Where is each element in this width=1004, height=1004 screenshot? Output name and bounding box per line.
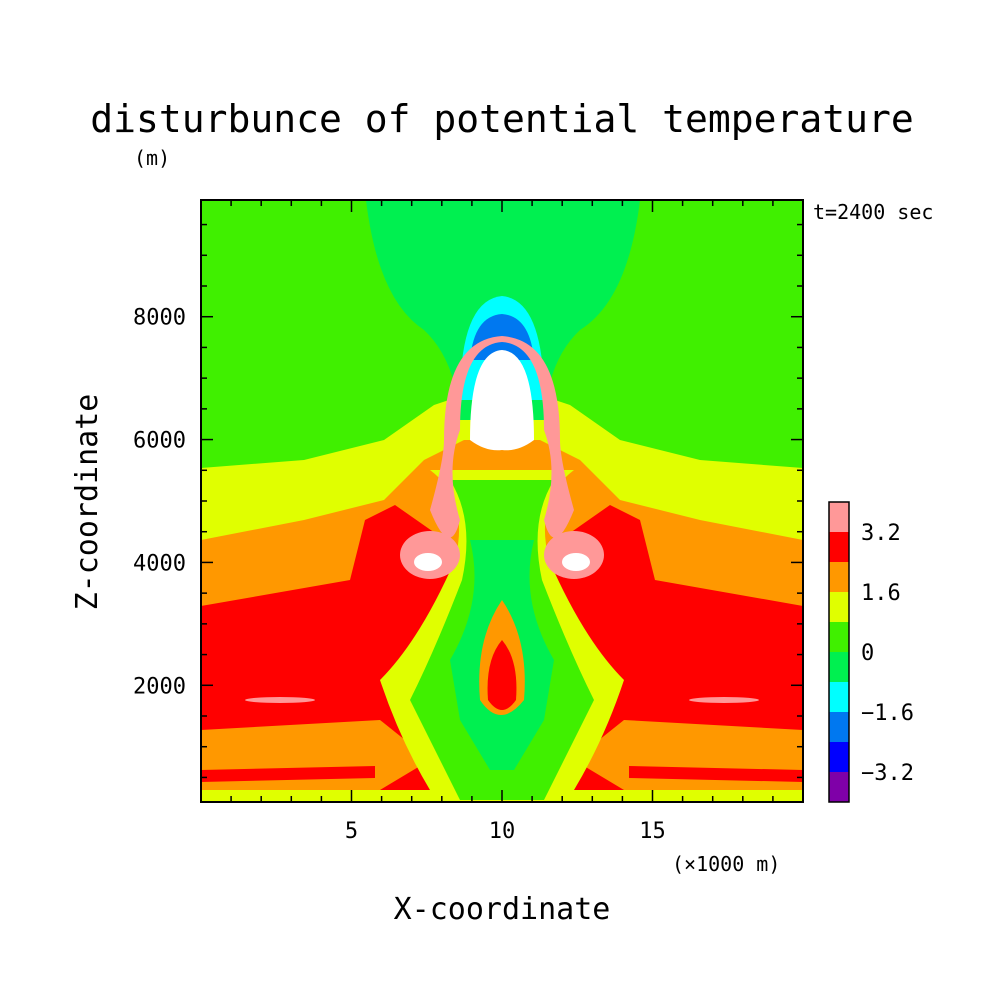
x-tick-label: 10 [489, 819, 516, 844]
colorbar-label: 1.6 [861, 581, 901, 606]
colorbar-segment [829, 682, 849, 712]
region-thermal-cap-edge [430, 336, 574, 538]
colorbar-segment [829, 562, 849, 592]
bubble-left [414, 553, 442, 571]
colorbar-segment [829, 622, 849, 652]
band-red-thin-r [629, 766, 803, 782]
x-tick-label: 15 [639, 819, 666, 844]
bubble-right [562, 553, 590, 571]
y-axis-ticks: 2000 4000 6000 8000 [133, 223, 803, 779]
temperature-field [201, 200, 803, 802]
colorbar-segment [829, 502, 849, 532]
x-tick-label: 5 [345, 819, 358, 844]
warm-streak-right [689, 697, 759, 703]
colorbar-frame [828, 501, 850, 803]
warm-streak-left [245, 697, 315, 703]
x-axis-title: X-coordinate [394, 892, 611, 927]
x-axis-ticks: 5 10 15 [230, 200, 774, 844]
colorbar-segment [829, 532, 849, 562]
colorbar-segment [829, 652, 849, 682]
colorbar-segment [829, 742, 849, 772]
core-red [487, 640, 517, 710]
time-label: t=2400 sec [813, 200, 933, 224]
colorbar-label: 0 [861, 641, 874, 666]
x-axis-unit: (×1000 m) [672, 852, 780, 876]
colorbar: −3.2 −1.6 0 1.6 3.2 [828, 501, 914, 803]
colorbar-label: −1.6 [861, 701, 914, 726]
y-tick-label: 2000 [133, 674, 186, 699]
colorbar-segment [829, 712, 849, 742]
colorbar-segment [829, 592, 849, 622]
y-tick-label: 6000 [133, 429, 186, 454]
y-axis-title: Z-coordinate [70, 394, 105, 611]
colorbar-label: 3.2 [861, 521, 901, 546]
band-red-thin [201, 766, 375, 782]
region-thermal-cap [470, 350, 534, 451]
y-tick-label: 8000 [133, 306, 186, 331]
colorbar-label: −3.2 [861, 761, 914, 786]
chart-title: disturbunce of potential temperature [90, 97, 914, 141]
y-tick-label: 4000 [133, 551, 186, 576]
colorbar-segment [829, 772, 849, 802]
y-unit-label: (m) [134, 146, 170, 170]
